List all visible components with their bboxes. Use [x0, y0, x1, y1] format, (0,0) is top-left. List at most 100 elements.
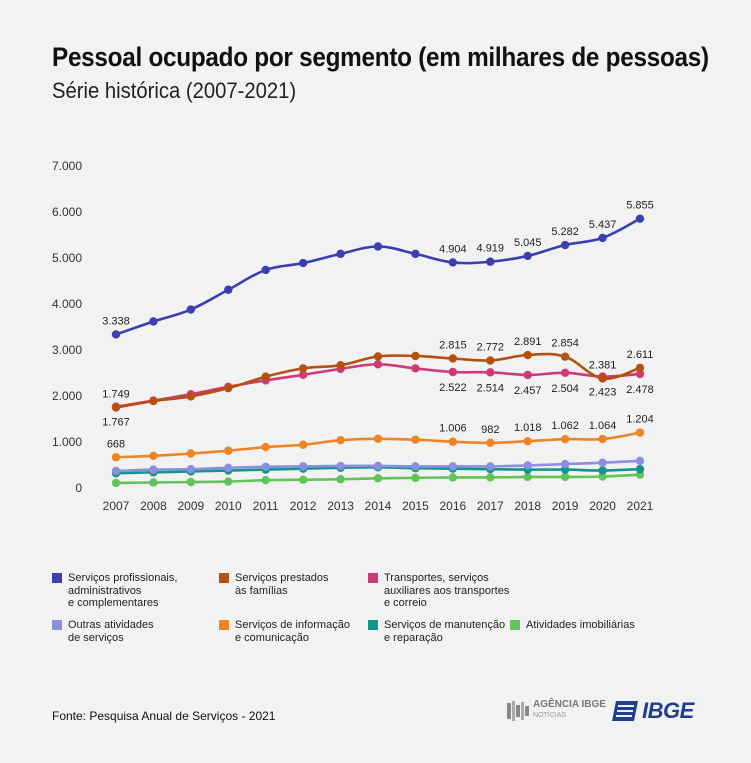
data-point — [224, 477, 233, 486]
data-point — [336, 475, 345, 484]
x-axis: 2007 2008 2009 2010 2011 2012 2013 2014 2015 2016… — [103, 499, 654, 513]
data-point — [298, 370, 308, 380]
data-point — [560, 434, 570, 444]
data-point — [373, 360, 383, 369]
data-point — [598, 434, 607, 444]
legend-label: Serviços de manutenção e reparação — [384, 619, 506, 644]
data-point — [261, 462, 270, 472]
data-point — [486, 368, 495, 377]
legend-item: Atividades imobiliárias — [510, 619, 635, 632]
data-point — [448, 473, 458, 482]
legend-swatch — [510, 620, 520, 630]
data-label: 2.772 — [477, 341, 505, 353]
data-label: 1.018 — [514, 422, 542, 434]
data-point — [635, 456, 645, 466]
data-point — [486, 257, 495, 266]
y-tick-label: 6.000 — [52, 205, 82, 219]
agencia-sub-label: NOTÍCIAS — [533, 712, 567, 719]
x-tick-label: 2015 — [402, 499, 429, 513]
legend-label: Serviços prestados às famílias — [235, 572, 329, 597]
data-point — [186, 305, 196, 314]
data-point — [224, 463, 233, 472]
data-point — [336, 360, 345, 370]
data-point — [261, 442, 270, 452]
legend-label: Atividades imobiliárias — [526, 619, 635, 631]
legend-item: Transportes, serviços auxiliares aos tra… — [368, 572, 509, 610]
legend-swatch — [219, 573, 229, 583]
data-point — [523, 350, 532, 360]
data-label: 5.855 — [626, 200, 654, 212]
data-label: 1.006 — [439, 423, 467, 435]
data-point — [373, 474, 383, 483]
data-point — [560, 472, 570, 482]
data-point — [486, 473, 495, 482]
x-tick-label: 2018 — [514, 499, 541, 513]
legend-swatch — [52, 573, 62, 583]
data-point — [111, 330, 121, 339]
data-point — [373, 434, 383, 443]
y-tick-label: 5.000 — [52, 251, 82, 265]
data-point — [560, 240, 570, 250]
data-point — [298, 475, 308, 484]
data-point — [598, 374, 607, 383]
data-point — [261, 265, 270, 275]
data-point — [448, 367, 458, 377]
line-chart: 0 1.000 2.000 3.000 4.000 5.000 6.000 7.000 200… — [52, 159, 654, 513]
x-tick-label: 2020 — [589, 499, 616, 513]
data-point — [298, 364, 308, 373]
data-label: 2.423 — [589, 387, 617, 399]
data-point — [411, 473, 420, 483]
data-point — [635, 464, 645, 474]
agencia-ibge-logo: AGÊNCIA IBGE NOTÍCIAS — [507, 700, 606, 721]
legend-item: Serviços profissionais, administrativos … — [52, 572, 177, 610]
x-tick-label: 2007 — [103, 499, 130, 513]
data-point — [411, 462, 420, 471]
data-point — [523, 461, 532, 470]
data-point — [448, 462, 458, 471]
legend-swatch — [368, 573, 378, 583]
data-label: 5.282 — [551, 226, 579, 238]
data-point — [111, 453, 121, 462]
ibge-label: IBGE — [642, 698, 694, 723]
data-point — [486, 356, 495, 365]
data-point — [560, 459, 570, 469]
legend-item: Serviços prestados às famílias — [219, 572, 329, 597]
legend-label: Transportes, serviços auxiliares aos tra… — [384, 572, 510, 609]
x-tick-label: 2008 — [140, 499, 167, 513]
chart-subtitle: Série histórica (2007-2021) — [52, 78, 297, 103]
data-point — [336, 461, 345, 471]
data-point — [111, 403, 121, 412]
x-tick-label: 2017 — [477, 499, 504, 513]
data-label: 2.891 — [514, 336, 542, 348]
data-label: 4.919 — [477, 243, 505, 255]
data-label: 982 — [481, 424, 499, 436]
legend-swatch — [52, 620, 62, 630]
y-axis: 0 1.000 2.000 3.000 4.000 5.000 6.000 7.000 — [52, 159, 82, 495]
data-label: 4.904 — [439, 243, 467, 255]
legend-swatch — [219, 620, 229, 630]
data-point — [224, 383, 233, 393]
data-label: 3.338 — [102, 315, 130, 327]
data-point — [598, 233, 607, 243]
legend-label: Outras atividades de serviços — [68, 619, 154, 644]
data-point — [186, 392, 196, 401]
x-tick-label: 2019 — [552, 499, 579, 513]
legend-label: Serviços de informação e comunicação — [235, 619, 350, 644]
x-tick-label: 2009 — [178, 499, 205, 513]
data-label: 2.504 — [551, 383, 579, 395]
data-label: 668 — [107, 438, 125, 450]
data-point — [411, 364, 420, 373]
y-tick-label: 2.000 — [52, 389, 82, 403]
x-tick-label: 2012 — [290, 499, 317, 513]
source-note: Fonte: Pesquisa Anual de Serviços - 2021 — [52, 709, 276, 723]
data-point — [523, 436, 532, 446]
data-label: 2.514 — [477, 382, 505, 394]
data-labels: 3.338 4.904 4.919 5.045 5.282 5.437 5.855 1.749… — [102, 200, 654, 451]
data-label: 5.045 — [514, 237, 542, 249]
data-point — [298, 462, 308, 471]
x-tick-label: 2021 — [627, 499, 654, 513]
data-point — [336, 249, 345, 259]
data-point — [448, 258, 458, 267]
x-tick-label: 2013 — [327, 499, 354, 513]
data-point — [523, 370, 532, 380]
